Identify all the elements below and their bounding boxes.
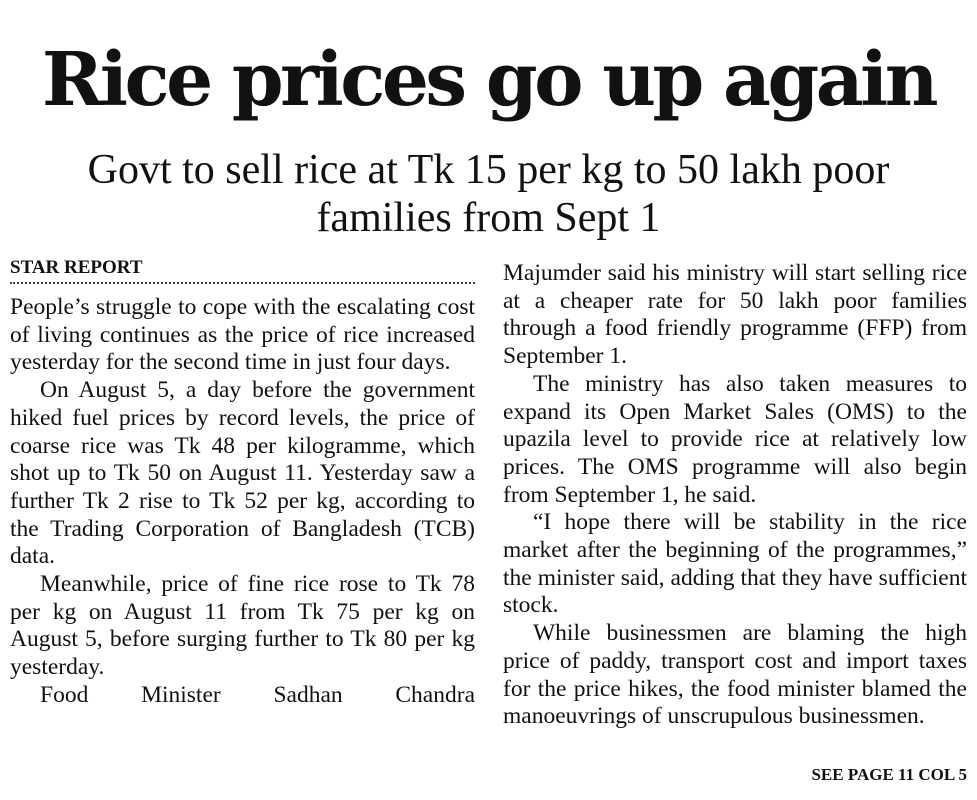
paragraph: Majumder said his ministry will start se… xyxy=(503,260,967,370)
paragraph: On August 5, a day before the government… xyxy=(10,377,475,570)
paragraph: People’s struggle to cope with the escal… xyxy=(10,294,475,376)
subheadline: Govt to sell rice at Tk 15 per kg to 50 … xyxy=(87,147,890,241)
paragraph: Meanwhile, price of fine rice rose to Tk… xyxy=(10,571,475,681)
headline: Rice prices go up again xyxy=(41,37,939,123)
paragraph: While businessmen are blaming the high p… xyxy=(503,620,967,730)
continuation-line: SEE PAGE 11 COL 5 xyxy=(811,765,967,784)
byline: STAR REPORT xyxy=(10,256,475,284)
paragraph: The ministry has also taken measures to … xyxy=(503,370,967,508)
paragraph: “I hope there will be stability in the r… xyxy=(503,509,967,619)
right-column: Majumder said his ministry will start se… xyxy=(503,260,967,731)
left-column: STAR REPORT People’s struggle to cope wi… xyxy=(10,256,475,710)
paragraph: Food Minister Sadhan Chandra xyxy=(40,681,475,708)
